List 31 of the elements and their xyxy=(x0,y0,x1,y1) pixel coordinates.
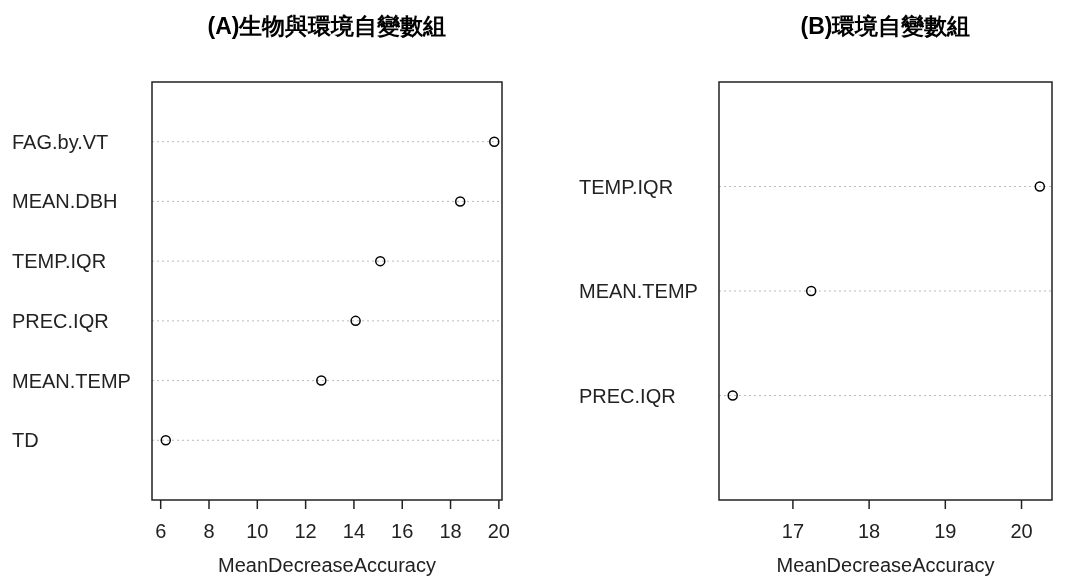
x-tick-label: 14 xyxy=(342,520,366,542)
point xyxy=(316,375,327,386)
point xyxy=(454,196,466,207)
y-tick-label: PREC.IQR xyxy=(12,309,109,332)
point xyxy=(375,255,386,267)
x-axis-title: MeanDecreaseAccuracy xyxy=(218,554,436,576)
x-tick-label: 20 xyxy=(1010,520,1033,542)
x-tick-label: 18 xyxy=(857,520,881,542)
chart-title: (B)環境自變數組 xyxy=(800,13,971,39)
x-tick-label: 17 xyxy=(781,520,805,542)
y-tick-label: MEAN.DBH xyxy=(12,190,118,213)
y-tick-label: PREC.IQR xyxy=(579,384,676,407)
y-tick-label: MEAN.TEMP xyxy=(579,280,698,302)
x-tick-label: 8 xyxy=(203,520,215,542)
y-tick-label: TEMP.IQR xyxy=(579,175,674,198)
x-tick-label: 6 xyxy=(155,520,167,542)
x-tick-label: 18 xyxy=(439,520,462,542)
x-tick-label: 16 xyxy=(391,520,414,542)
x-tick-label: 19 xyxy=(934,520,957,542)
x-tick-label: 10 xyxy=(246,520,269,542)
x-tick-label: 20 xyxy=(487,520,510,542)
y-tick-label: MEAN.TEMP xyxy=(12,369,131,392)
x-tick-label: 12 xyxy=(294,520,317,542)
y-tick-label: TD xyxy=(12,429,39,452)
x-axis-title: MeanDecreaseAccuracy xyxy=(776,554,995,576)
y-tick-label: TEMP.IQR xyxy=(12,250,107,273)
chart-title: (A)生物與環境自變數組 xyxy=(207,13,447,39)
y-tick-label: FAG.by.VT xyxy=(12,130,109,153)
point xyxy=(350,315,361,327)
point xyxy=(489,136,500,147)
point xyxy=(160,435,172,446)
